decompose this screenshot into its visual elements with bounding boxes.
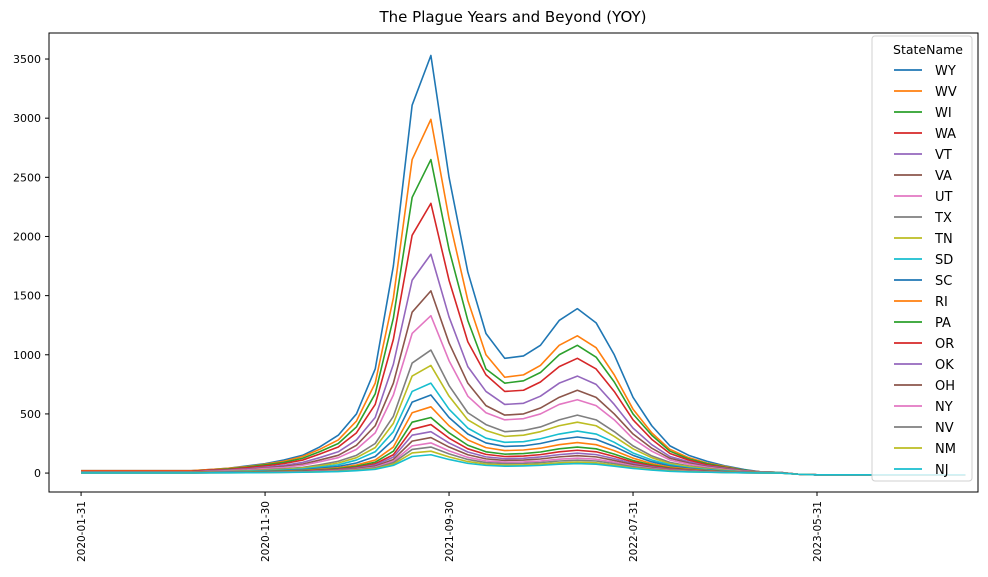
y-tick-label: 1000 [13,349,41,362]
legend-label: RI [935,295,948,310]
legend: StateName WY WV WI WA VT VA UT TX TN SD SC RI PA OR OK… [871,35,973,482]
legend-item: UT [894,190,953,205]
legend-label: NY [935,400,953,415]
legend-item: NM [894,442,956,457]
legend-item: OH [894,379,955,394]
legend-item: VA [894,169,952,184]
y-tick-label: 0 [34,467,41,480]
legend-label: OK [935,358,954,373]
legend-label: OR [935,337,954,352]
legend-item: TN [894,232,953,247]
legend-label: WA [935,127,956,142]
x-tick-label: 2022-07-31 [628,501,640,562]
legend-item: WA [894,127,956,142]
legend-label: UT [935,190,953,205]
legend-label: NM [935,442,956,457]
legend-label: WV [935,85,957,100]
legend-label: VT [935,148,952,163]
legend-label: NJ [935,463,949,478]
legend-item: TX [894,211,952,226]
legend-title: StateName [893,42,963,57]
legend-label: SD [935,253,953,268]
legend-item: NJ [894,463,949,478]
legend-label: TN [934,232,953,247]
x-tick-label: 2020-01-31 [76,501,88,562]
series-layer [81,54,966,476]
y-tick-label: 500 [20,408,41,421]
legend-label: PA [935,316,951,331]
y-tick-label: 3500 [13,53,41,66]
legend-label: NV [935,421,954,436]
y-tick-label: 1500 [13,290,41,303]
y-tick-label: 2500 [13,171,41,184]
legend-item: VT [894,148,952,163]
legend-item: NY [894,400,953,415]
legend-item: SC [894,274,952,289]
legend-label: OH [935,379,955,394]
chart-title: The Plague Years and Beyond (YOY) [379,8,647,26]
legend-item: OK [894,358,954,373]
legend-item: WV [894,85,957,100]
series-line-nj [81,453,966,476]
x-tick-label: 2023-05-31 [812,501,824,562]
legend-label: SC [935,274,952,289]
y-tick-label: 3000 [13,112,41,125]
legend-item: PA [894,316,951,331]
x-axis: 2020-01-31 2020-11-30 2021-09-30 2022-07-31… [76,492,824,562]
legend-item: WI [894,106,952,121]
legend-label: WI [935,106,952,121]
legend-item: NV [894,421,954,436]
legend-item: OR [894,337,954,352]
legend-item: SD [894,253,953,268]
x-tick-label: 2020-11-30 [260,501,272,562]
y-axis: 0 500 1000 1500 2000 2500 3000 3500 [13,53,49,480]
plot-frame [48,32,979,493]
y-tick-label: 2000 [13,230,41,243]
legend-item: RI [894,295,948,310]
legend-label: VA [935,169,952,184]
legend-label: WY [935,64,956,79]
x-tick-label: 2021-09-30 [444,501,456,562]
legend-item: WY [894,64,956,79]
legend-label: TX [934,211,952,226]
